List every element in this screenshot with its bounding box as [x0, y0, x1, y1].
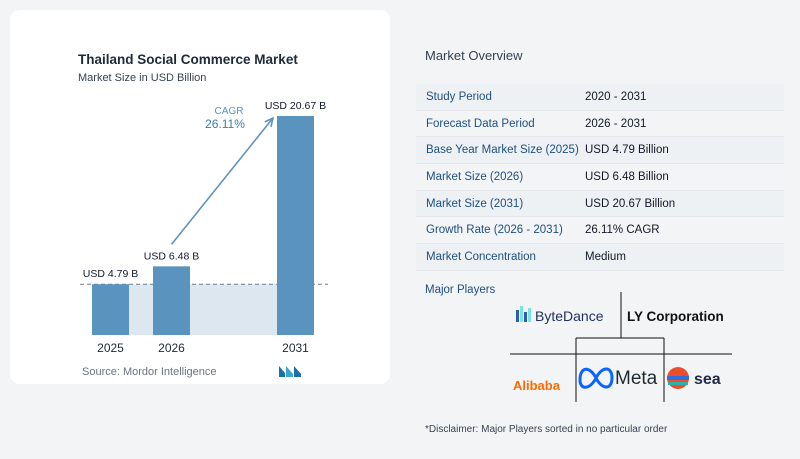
overview-row-label: Market Concentration: [426, 250, 536, 263]
cagr-arrow-head: [264, 116, 275, 127]
overview-row-value: 2020 - 2031: [585, 90, 647, 103]
overview-row-label: Study Period: [426, 90, 492, 103]
overview-table: Study Period 2020 - 2031 Forecast Data Per…: [416, 84, 784, 271]
overview-row: Study Period 2020 - 2031: [416, 84, 784, 111]
overview-row-label: Market Size (2031): [426, 197, 524, 210]
bar-2025: [92, 284, 129, 335]
overview-row: Market Concentration Medium: [416, 244, 784, 271]
overview-row-label: Growth Rate (2026 - 2031): [426, 224, 563, 237]
overview-row: Growth Rate (2026 - 2031) 26.11% CAGR: [416, 217, 784, 245]
x-tick-2026: 2026: [158, 341, 185, 355]
player-meta: Meta: [615, 368, 658, 389]
source-note: Source: Mordor Intelligence: [82, 366, 217, 378]
meta-logo: Meta: [578, 367, 658, 389]
data-label-2025: USD 4.79 B: [83, 268, 138, 280]
overview-row: Base Year Market Size (2025) USD 4.79 Bil…: [416, 137, 784, 165]
overview-row-value: USD 6.48 Billion: [585, 170, 669, 183]
bar-chart: USD 4.79 B 2025 USD 6.48 B 2026 USD 20.67 B 2…: [80, 100, 328, 355]
x-tick-2025: 2025: [97, 341, 124, 355]
player-sea: sea: [694, 371, 721, 388]
data-label-2026: USD 6.48 B: [144, 250, 199, 262]
overview-row-value: USD 20.67 Billion: [585, 197, 676, 210]
players-grid: ByteDance LY Corporation Alibaba Meta se…: [510, 292, 732, 402]
overview-row-label: Market Size (2026): [426, 170, 524, 183]
disclaimer-note: *Disclaimer: Major Players sorted in no …: [425, 424, 668, 435]
x-tick-2031: 2031: [282, 341, 309, 355]
overview-row: Forecast Data Period 2026 - 2031: [416, 111, 784, 138]
sea-logo: sea: [667, 367, 721, 389]
bytedance-logo: ByteDance: [516, 306, 604, 324]
data-label-2031: USD 20.67 B: [265, 100, 326, 112]
cagr-arrow-line: [170, 117, 274, 245]
overview-row-value: 26.11% CAGR: [585, 224, 660, 237]
overview-row-label: Forecast Data Period: [426, 117, 535, 130]
bar-2026: [153, 266, 190, 335]
overview-row-value: 2026 - 2031: [585, 117, 647, 130]
overview-row-value: USD 4.79 Billion: [585, 144, 669, 157]
mordor-intelligence-logo-icon: [279, 366, 301, 377]
overview-title: Market Overview: [425, 48, 523, 63]
player-ly-corporation: LY Corporation: [627, 309, 724, 324]
cagr-label: CAGR: [215, 106, 244, 117]
player-alibaba: Alibaba: [513, 378, 561, 393]
overview-row-value: Medium: [585, 250, 626, 263]
players-title: Major Players: [425, 284, 496, 296]
cagr-value: 26.11%: [205, 117, 245, 131]
chart-subtitle: Market Size in USD Billion: [78, 72, 207, 84]
overview-row: Market Size (2026) USD 6.48 Billion: [416, 164, 784, 191]
player-bytedance: ByteDance: [535, 308, 604, 324]
overview-row: Market Size (2031) USD 20.67 Billion: [416, 190, 784, 218]
chart-title: Thailand Social Commerce Market: [78, 52, 298, 67]
bar-2031: [277, 116, 314, 335]
overview-row-label: Base Year Market Size (2025): [426, 144, 579, 157]
